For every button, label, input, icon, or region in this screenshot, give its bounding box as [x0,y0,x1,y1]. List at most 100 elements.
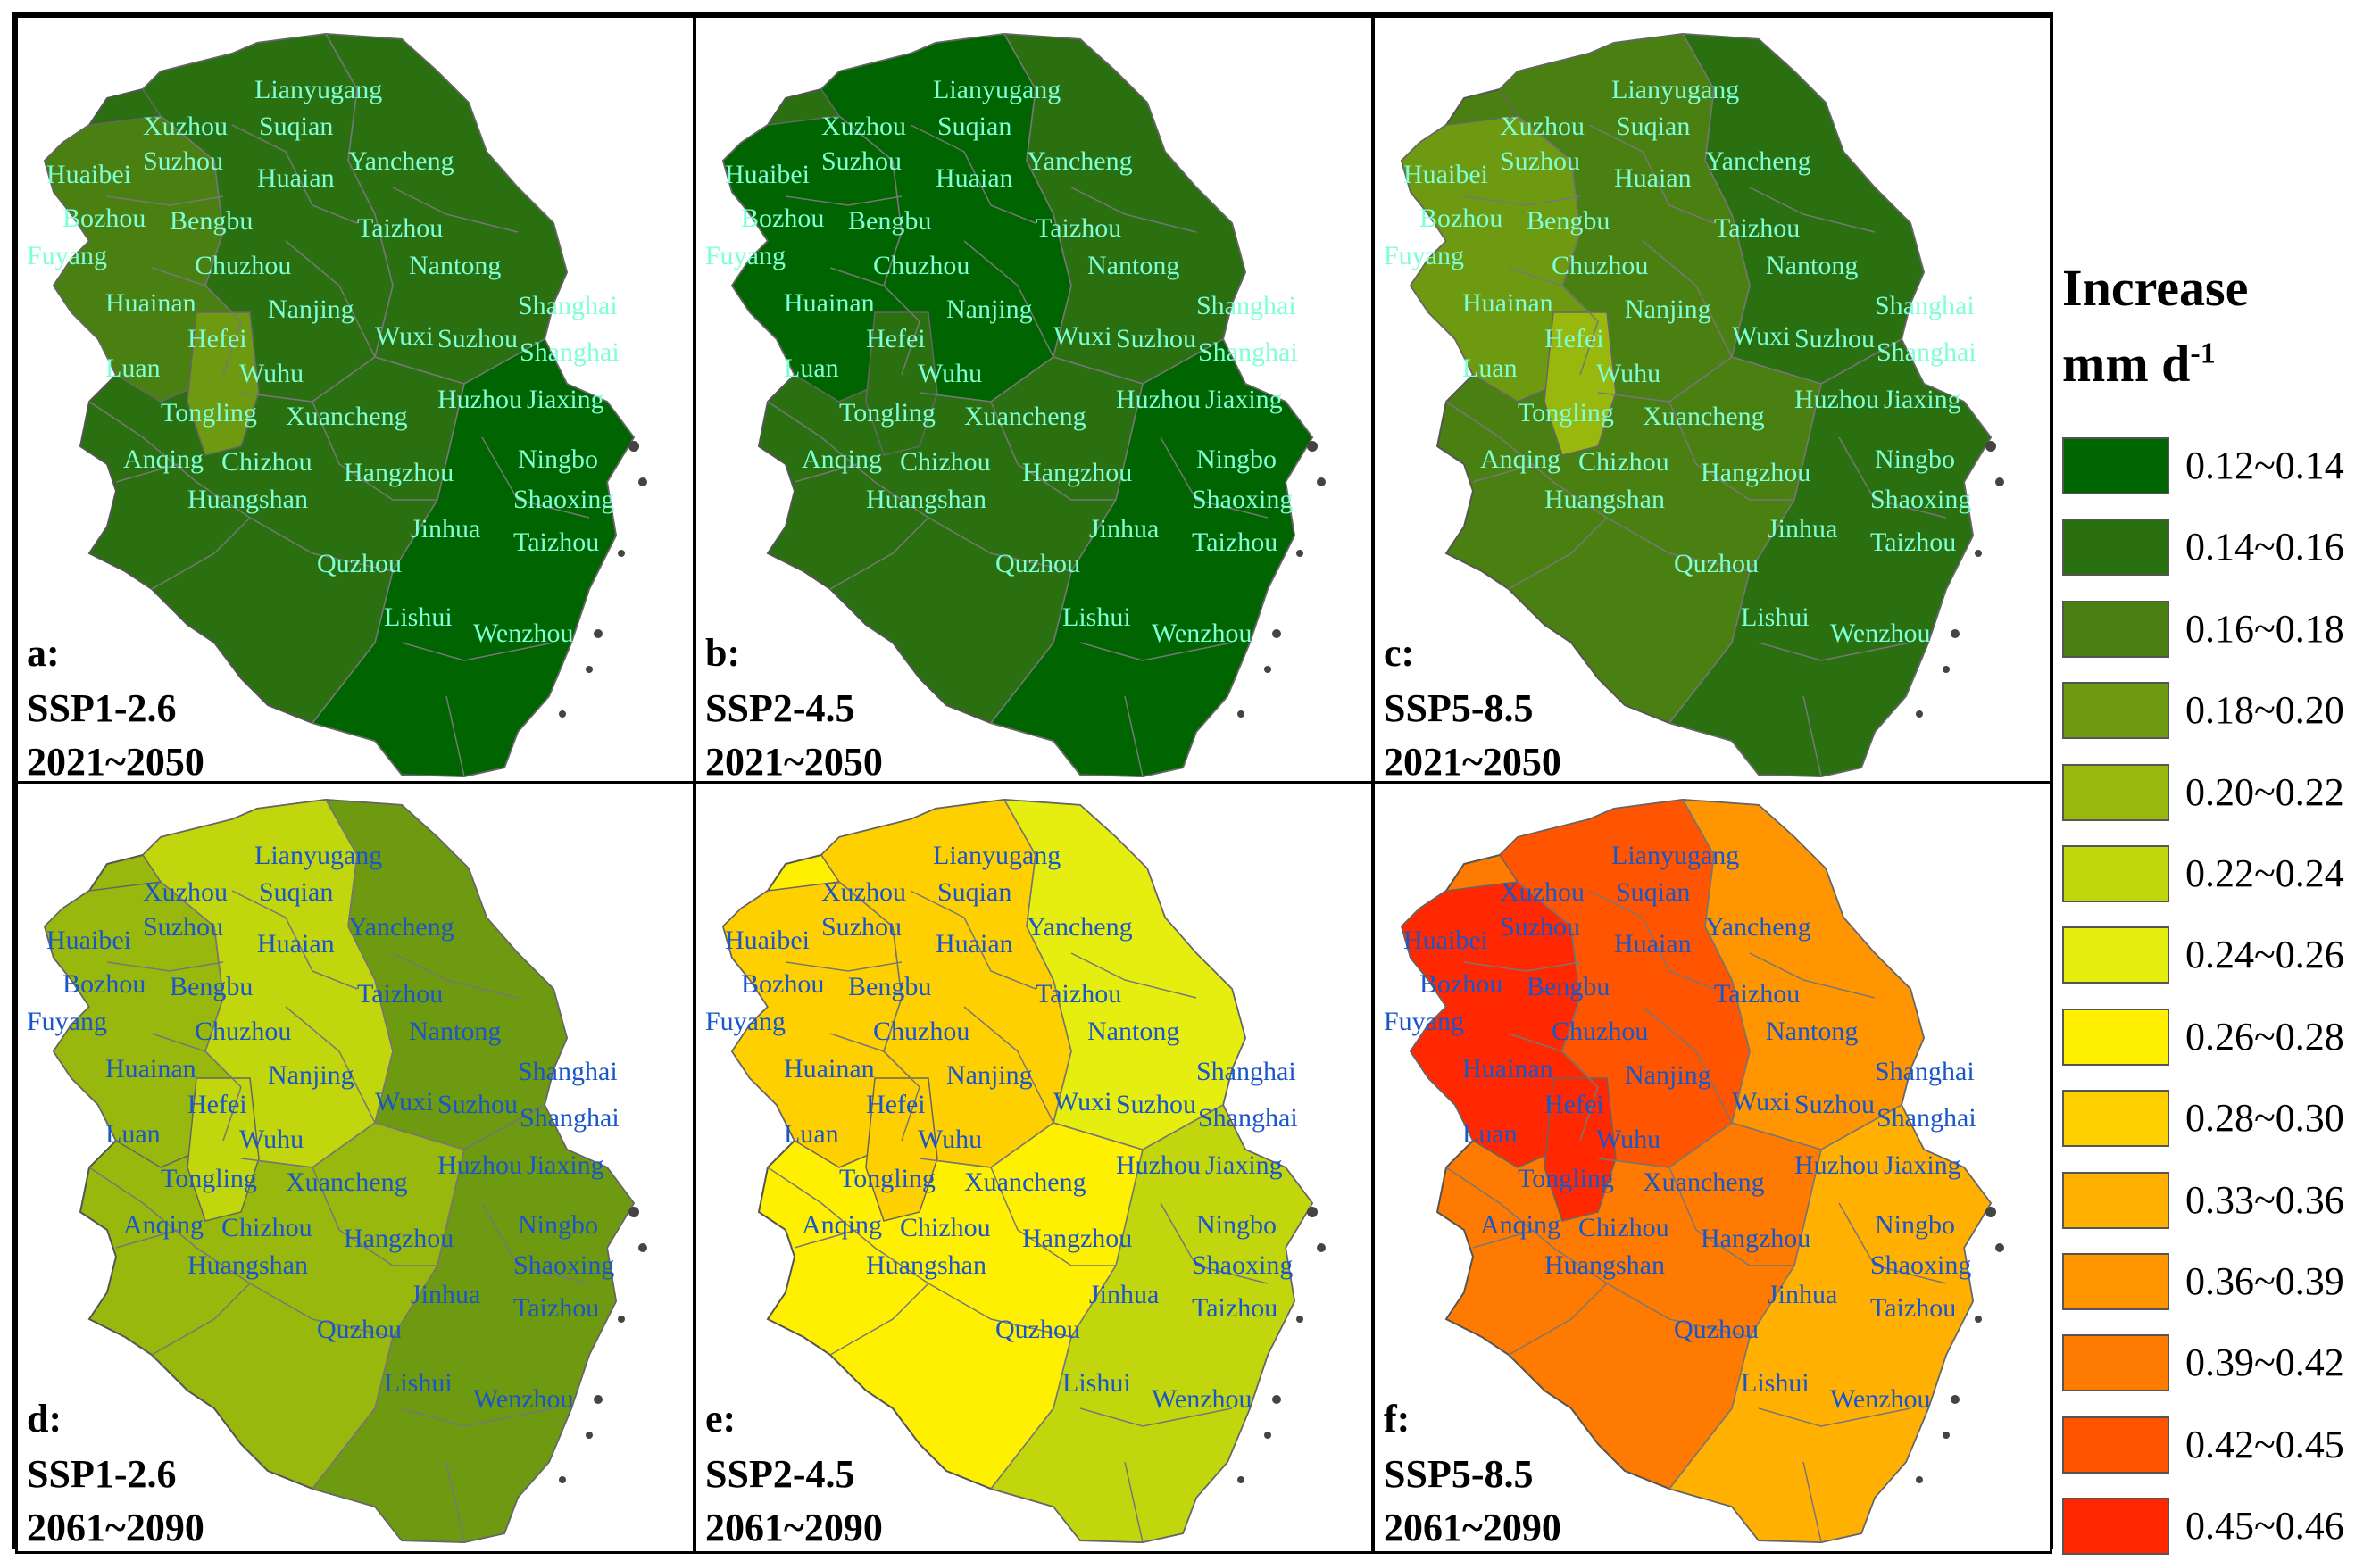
city-label: Lishui [1741,602,1810,632]
city-label: Suqian [937,111,1012,141]
city-label: Bengbu [170,206,254,236]
city-label: Xuancheng [964,402,1086,431]
city-label: Huaian [1614,163,1692,193]
city-label: Fuyang [705,241,786,270]
city-label: Jiaxing [1205,384,1283,414]
city-label: Ningbo [1875,444,1955,474]
city-boundary [829,517,929,590]
legend-item: 0.36~0.39 [2062,1253,2380,1312]
city-boundary [910,890,1036,990]
island [1296,1316,1303,1323]
city-label: Bengbu [848,972,932,1001]
island [1237,1476,1244,1483]
island [628,441,639,452]
city-label: Huangshan [1544,1250,1665,1280]
city-label: Bozhou [1419,969,1503,999]
city-label: Xuzhou [1500,111,1585,141]
city-label: Shanghai [1198,337,1298,367]
panel-scenario: SSP5-8.5 [1384,686,1534,730]
city-boundary [1758,1407,1911,1427]
city-label: Shanghai [1877,337,1976,367]
city-label: Nanjing [268,1060,354,1090]
city-label: Shanghai [518,1056,618,1086]
city-label: Suqian [259,876,334,907]
city-boundary [1124,695,1144,777]
city-boundary [794,463,858,483]
city-label: Taizhou [513,527,600,557]
city-boundary [910,124,1036,224]
legend-swatch [2062,1334,2169,1392]
city-boundary [1508,267,1563,286]
island [1264,666,1271,673]
city-label: Chuzhou [873,1016,970,1046]
city-boundary [1668,1167,1794,1266]
city-boundary [1588,890,1715,990]
city-label: Taizhou [1036,978,1122,1009]
city-label: Jiaxing [1205,1150,1283,1180]
city-label: Anqing [123,444,204,474]
city-label: Xuancheng [1643,1167,1765,1197]
city-boundary [928,1283,1072,1338]
city-label: Nanjing [1625,1060,1711,1090]
island [1307,1207,1318,1217]
city-boundary [1838,436,1947,519]
city-boundary [963,240,1054,358]
city-boundary [1606,1283,1751,1338]
city-boundary [767,1167,929,1284]
city-boundary [1463,961,1581,972]
city-label: Tongling [161,1163,257,1193]
island [1951,1395,1960,1404]
island [1307,441,1318,452]
city-label: Luan [105,353,161,383]
island [1985,441,1996,452]
panel-scenario: SSP5-8.5 [1384,1452,1534,1496]
legend-swatch [2062,1171,2169,1229]
city-boundary [1517,115,1599,376]
island [1916,710,1923,718]
city-label: Huaian [257,163,335,193]
panel-period: 2061~2090 [27,1506,204,1549]
panel-period: 2021~2050 [705,740,883,784]
island [1985,1207,1996,1217]
city-label: Suzhou [1794,324,1875,353]
island [1237,710,1244,718]
city-label: Wuhu [1596,1125,1661,1154]
city-label: Suqian [1616,876,1691,907]
legend-item: 0.39~0.42 [2062,1334,2380,1393]
city-label: Wenzhou [1152,1384,1252,1414]
city-boundary [88,401,251,519]
city-boundary [240,33,394,403]
province-map [721,32,1326,778]
province-map [1400,798,2004,1544]
legend-item: 0.45~0.46 [2062,1498,2380,1557]
city-boundary [1668,401,1794,501]
map-panel-e: Lianyugang Xuzhou Suqian Huaibei Suzhou Huaia… [694,781,1374,1554]
city-label: Quzhou [995,549,1080,578]
city-label: Jinhua [411,1280,481,1309]
city-label: Chizhou [221,1213,312,1242]
city-label: Bozhou [1419,203,1503,233]
city-boundary [990,401,1116,501]
city-label: Shaoxing [1192,485,1294,514]
island [594,1395,603,1404]
city-label: Shaoxing [1870,485,1972,514]
city-label: Wuhu [1596,359,1661,388]
city-label: Lianyugang [1611,75,1740,104]
panel-letter: d: [27,1397,62,1441]
legend-swatch [2062,682,2169,740]
legend-swatch [2062,1253,2169,1310]
city-label: Taizhou [1192,1293,1278,1323]
city-label: Huzhou [437,1150,522,1180]
city-label: Suqian [1616,111,1691,141]
city-label: Chizhou [1578,447,1669,477]
city-boundary [767,401,929,519]
city-boundary [401,1407,554,1427]
island [1272,629,1281,638]
city-boundary [919,33,1072,403]
city-label: Nantong [1087,1016,1180,1046]
city-label: Suzhou [143,145,223,176]
city-label: Anqing [123,1210,204,1240]
city-label: Huzhou [437,384,522,414]
city-label: Bengbu [1527,972,1610,1001]
map-panel-f: Lianyugang Xuzhou Suqian Huaibei Suzhou Huaia… [1372,781,2052,1554]
